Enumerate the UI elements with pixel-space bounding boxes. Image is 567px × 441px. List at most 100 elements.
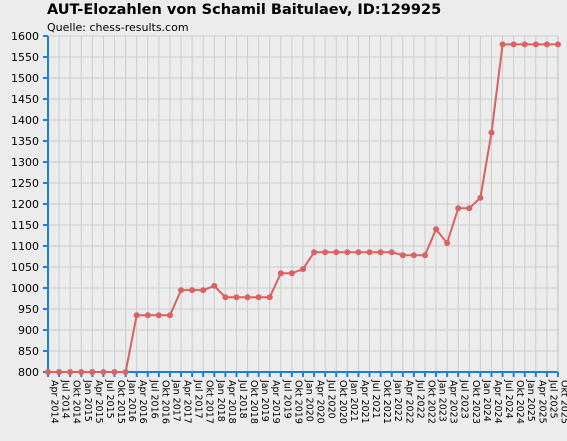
data-point [277,270,284,277]
data-point [433,226,440,233]
y-tick-label: 1100 [11,240,39,253]
y-axis-ticks: 800 850 900 950 1000 1050 1100 1150 1200 1250 1300… [11,30,48,379]
x-tick-label: Jul 2014 [60,379,71,419]
x-tick-label: Jul 2025 [547,379,558,419]
y-tick-label: 1550 [11,51,39,64]
x-tick-label: Okt 2022 [425,380,436,424]
data-point [144,312,151,319]
data-point [388,249,395,256]
x-tick-label: Jul 2020 [326,379,337,419]
data-point [100,369,107,375]
data-point [266,294,273,301]
grid-lines [47,35,559,373]
data-point [322,249,329,256]
y-tick-label: 1350 [11,135,39,148]
series-group [45,41,561,375]
x-tick-label: Okt 2016 [159,380,170,424]
x-tick-label: Apr 2021 [359,380,370,424]
data-point [244,294,251,301]
data-point [543,41,550,48]
data-point [333,249,340,256]
x-tick-label: Okt 2020 [337,380,348,424]
x-tick-label: Jan 2020 [304,379,315,422]
y-tick-label: 800 [18,366,39,379]
x-tick-label: Okt 2021 [381,380,392,424]
x-tick-label: Okt 2015 [115,380,126,424]
x-tick-label: Okt 2018 [248,380,259,424]
data-point [155,312,162,319]
data-point [455,205,462,212]
y-tick-label: 1250 [11,177,39,190]
data-point [421,252,428,259]
data-point [233,294,240,301]
x-tick-label: Jul 2019 [281,379,292,419]
data-point [499,41,506,48]
data-point [89,369,96,375]
x-tick-label: Jul 2022 [414,379,425,419]
data-point [211,282,218,289]
x-tick-label: Jul 2023 [459,379,470,419]
x-tick-label: Jul 2017 [193,379,204,419]
x-tick-label: Apr 2020 [315,380,326,424]
x-tick-label: Apr 2022 [403,380,414,424]
x-tick-label: Okt 2017 [204,380,215,424]
x-axis-ticks: Apr 2014 Jul 2014 Okt 2014 Jan 2015 Apr 2015… [47,372,567,424]
y-tick-label: 900 [18,324,39,337]
data-point [488,129,495,136]
data-point [477,194,484,201]
data-point [444,240,451,247]
data-point [510,41,517,48]
data-point [200,287,207,294]
y-tick-label: 1600 [11,30,39,43]
x-tick-label: Okt 2019 [292,380,303,424]
data-point [466,205,473,212]
x-tick-label: Apr 2019 [270,380,281,424]
x-tick-label: Jul 2015 [104,379,115,419]
x-tick-label: Jul 2018 [237,379,248,419]
x-tick-label: Jan 2015 [82,379,93,422]
x-tick-label: Apr 2015 [93,380,104,424]
y-tick-label: 1200 [11,198,39,211]
data-point [45,369,51,375]
data-point [189,287,196,294]
x-tick-label: Apr 2014 [49,380,60,424]
x-tick-label: Okt 2024 [514,380,525,424]
data-point [532,41,539,48]
x-tick-label: Apr 2017 [182,380,193,424]
data-point [255,294,262,301]
y-tick-label: 1150 [11,219,39,232]
data-point [521,41,528,48]
data-point [366,249,373,256]
data-point [355,249,362,256]
y-tick-label: 850 [18,345,39,358]
y-tick-label: 1300 [11,156,39,169]
data-point [222,294,229,301]
x-tick-label: Apr 2024 [492,380,503,424]
y-tick-label: 1050 [11,261,39,274]
data-point [166,312,173,319]
x-tick-label: Apr 2025 [536,380,547,424]
data-point [56,369,63,375]
y-tick-label: 1450 [11,93,39,106]
data-point [300,266,306,273]
data-point [555,41,561,48]
x-tick-label: Jan 2022 [392,379,403,422]
chart-subtitle: Quelle: chess-results.com [47,21,189,34]
x-tick-label: Okt 2023 [470,380,481,424]
x-tick-label: Jul 2016 [148,379,159,419]
data-point [122,369,129,375]
data-point [410,252,417,259]
x-tick-label: Apr 2023 [448,380,459,424]
x-tick-label: Jan 2024 [481,379,492,422]
x-tick-label: Jan 2021 [348,379,359,422]
data-point [311,249,318,256]
x-tick-label: Jul 2024 [503,379,514,419]
data-point [133,312,140,319]
x-tick-label: Jul 2021 [370,379,381,419]
x-tick-label: Jan 2023 [437,379,448,422]
data-point [178,287,185,294]
x-tick-label: Apr 2018 [226,380,237,424]
x-tick-label: Apr 2016 [137,380,148,424]
y-tick-label: 950 [18,303,39,316]
